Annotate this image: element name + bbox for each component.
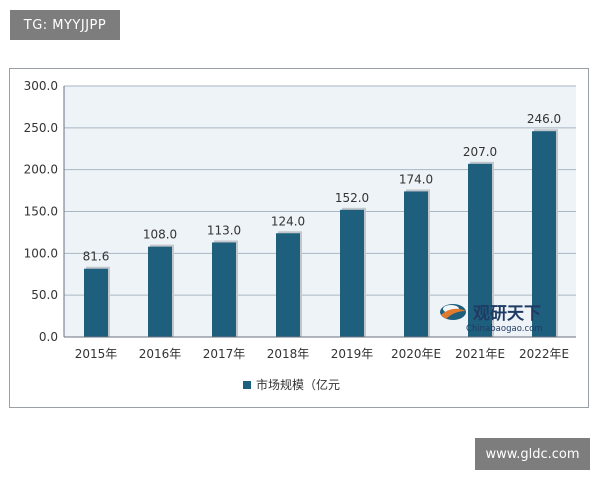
value-labels: 81.6 108.0 113.0 124.0 152.0 174.0 207.0 246.0 [83, 112, 562, 264]
y-tick-label: 50.0 [31, 288, 58, 302]
x-tick-label: 2021年E [455, 347, 505, 361]
value-label: 246.0 [527, 112, 561, 126]
legend-label: 市场规模（亿元 [256, 377, 340, 392]
x-tick-label: 2020年E [391, 347, 441, 361]
bar [276, 233, 300, 337]
x-axis-ticks: 2015年 2016年 2017年 2018年 2019年 2020年E 2021年E 202… [75, 347, 569, 361]
bar [340, 209, 364, 337]
x-tick-label: 2018年 [267, 347, 310, 361]
bar [532, 131, 556, 337]
x-tick-label: 2015年 [75, 347, 118, 361]
y-tick-label: 150.0 [24, 205, 58, 219]
y-tick-label: 200.0 [24, 163, 58, 177]
bars [84, 129, 558, 337]
x-tick-label: 2016年 [139, 347, 182, 361]
y-tick-label: 300.0 [24, 79, 58, 93]
value-label: 108.0 [143, 228, 177, 242]
watermark-top: TG: MYYJJPP [10, 10, 120, 40]
y-axis-ticks: 0.0 50.0 100.0 150.0 200.0 250.0 300.0 [24, 79, 58, 344]
bar-chart: 0.0 50.0 100.0 150.0 200.0 250.0 300.0 81.6 108… [24, 79, 576, 392]
value-label: 207.0 [463, 145, 497, 159]
y-tick-label: 0.0 [39, 330, 58, 344]
bar [212, 242, 236, 337]
bar [148, 246, 172, 337]
watermark-bottom: www.gldc.com [475, 438, 590, 470]
value-label: 81.6 [83, 250, 110, 264]
logo-swirl-icon [440, 304, 466, 320]
legend-swatch [243, 381, 251, 389]
x-tick-label: 2017年 [203, 347, 246, 361]
value-label: 174.0 [399, 172, 433, 186]
value-label: 152.0 [335, 191, 369, 205]
value-label: 124.0 [271, 214, 305, 228]
x-tick-label: 2022年E [519, 347, 569, 361]
bar [404, 191, 428, 337]
y-tick-label: 100.0 [24, 246, 58, 260]
value-label: 113.0 [207, 223, 241, 237]
logo-name: 观研天下 [472, 304, 541, 324]
x-tick-label: 2019年 [331, 347, 374, 361]
y-tick-label: 250.0 [24, 121, 58, 135]
chart-frame: 0.0 50.0 100.0 150.0 200.0 250.0 300.0 81.6 108… [9, 68, 589, 408]
bar [84, 268, 108, 337]
bar [468, 163, 492, 337]
logo: 观研天下 Chinabaogao.com [440, 304, 543, 334]
legend: 市场规模（亿元 [243, 377, 340, 392]
logo-url: Chinabaogao.com [466, 324, 543, 334]
